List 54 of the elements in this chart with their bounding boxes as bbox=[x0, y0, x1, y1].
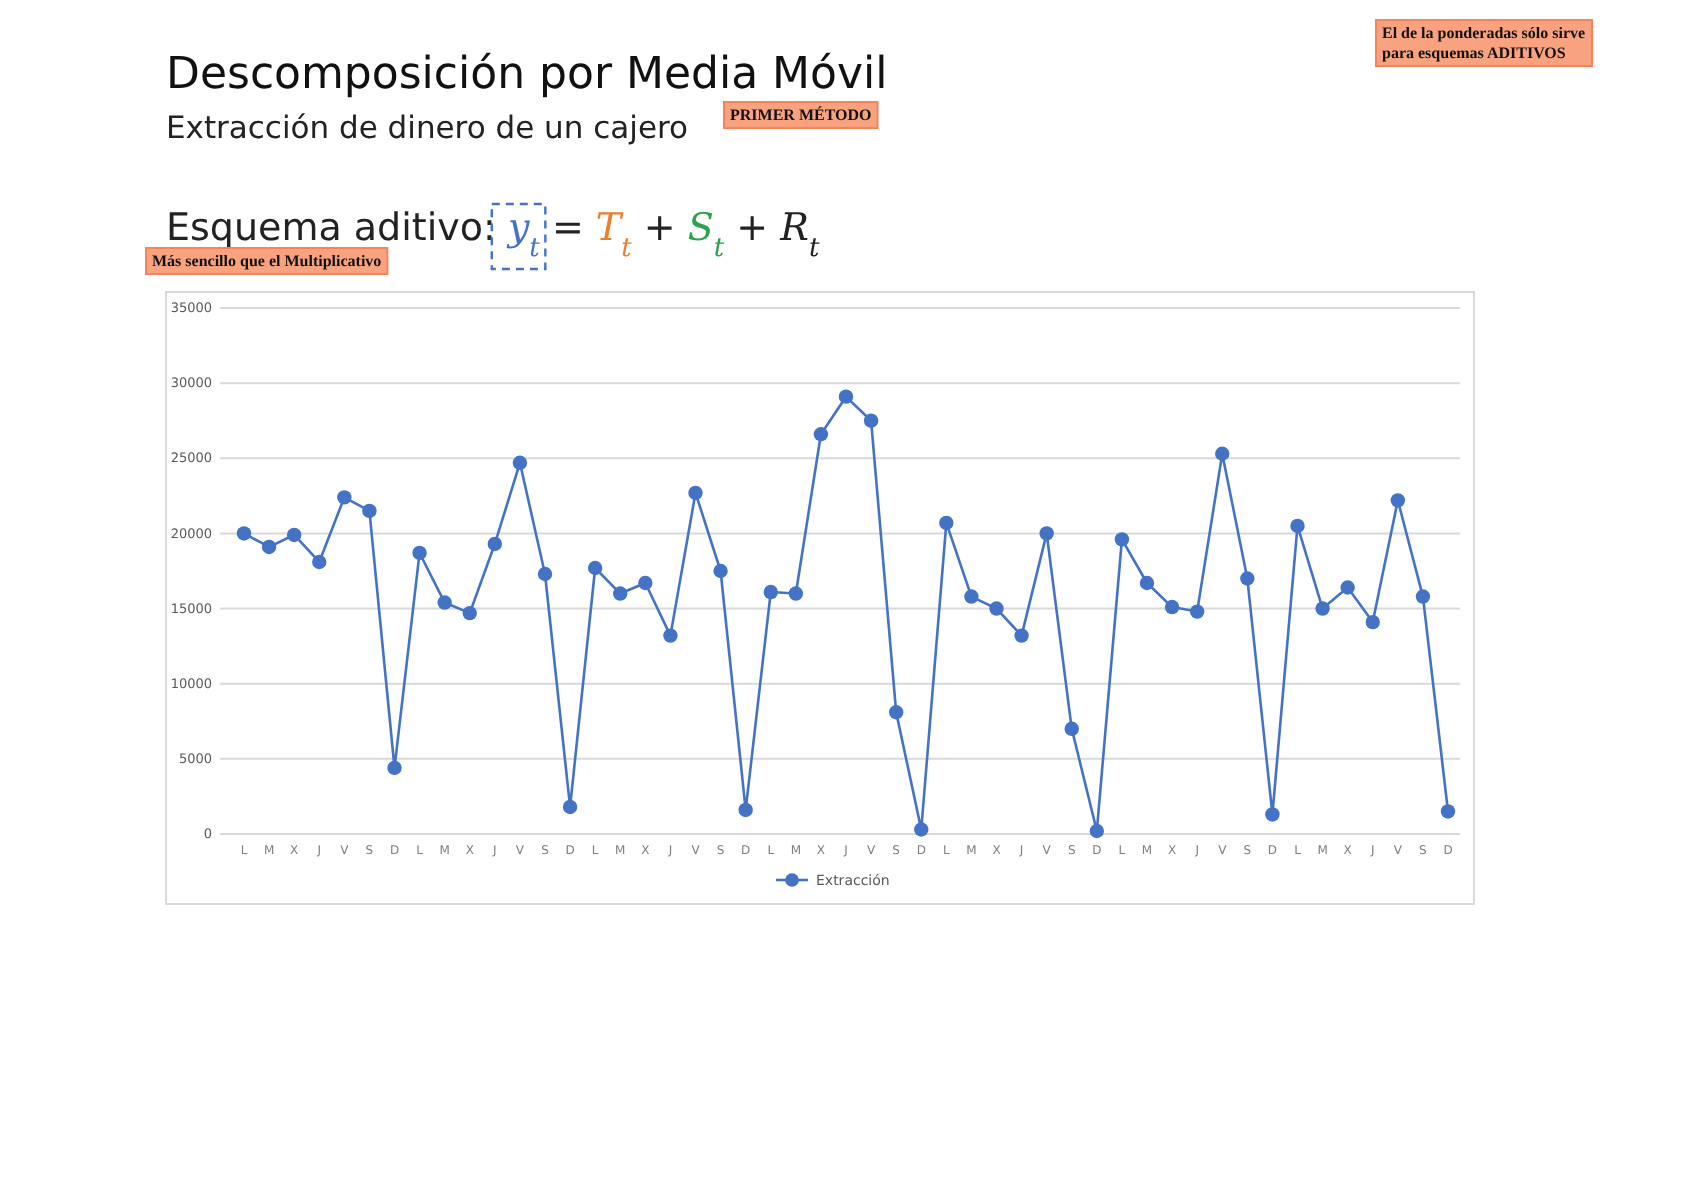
point bbox=[763, 584, 778, 600]
point bbox=[462, 605, 477, 621]
chart-title: Descomposición por Media Móvil bbox=[166, 50, 888, 100]
point bbox=[989, 601, 1004, 616]
point bbox=[512, 455, 528, 470]
point bbox=[261, 539, 277, 555]
point bbox=[1415, 589, 1431, 604]
point bbox=[888, 705, 904, 720]
point bbox=[1390, 493, 1406, 508]
point bbox=[1089, 823, 1105, 839]
point bbox=[537, 566, 553, 582]
point bbox=[1164, 599, 1180, 615]
point bbox=[1265, 807, 1280, 822]
point bbox=[1064, 721, 1079, 736]
point bbox=[613, 586, 628, 601]
point bbox=[964, 589, 979, 604]
chart-subtitle: Extracción de dinero de un cajero bbox=[166, 110, 689, 146]
point bbox=[1315, 601, 1330, 616]
point bbox=[939, 515, 954, 531]
point bbox=[788, 586, 804, 601]
point bbox=[487, 536, 503, 552]
point bbox=[1440, 804, 1456, 819]
point bbox=[587, 560, 603, 576]
point bbox=[286, 527, 302, 543]
point bbox=[387, 760, 402, 776]
point bbox=[688, 485, 703, 501]
point bbox=[663, 628, 678, 643]
point bbox=[813, 427, 829, 442]
point bbox=[312, 554, 327, 570]
point bbox=[1240, 571, 1255, 586]
point bbox=[236, 526, 252, 541]
point bbox=[437, 595, 452, 610]
point bbox=[1290, 518, 1305, 534]
text: El de la ponderadas sólo sirve para esquemas ADITIVOS bbox=[1382, 24, 1587, 62]
text: PRIMER MÉTODO bbox=[730, 106, 872, 124]
point bbox=[838, 389, 854, 404]
point bbox=[738, 802, 753, 818]
text: Más sencillo que el Multiplicativo bbox=[152, 252, 382, 270]
point bbox=[412, 545, 427, 561]
point bbox=[1114, 532, 1130, 547]
point bbox=[638, 575, 653, 591]
point bbox=[1039, 526, 1054, 541]
point bbox=[1215, 446, 1230, 461]
point bbox=[337, 490, 352, 505]
point bbox=[1365, 614, 1380, 630]
point bbox=[562, 799, 578, 815]
point bbox=[914, 822, 929, 837]
point bbox=[362, 503, 377, 519]
point bbox=[1189, 604, 1205, 619]
point bbox=[713, 563, 728, 579]
point bbox=[863, 413, 879, 428]
point bbox=[1139, 575, 1155, 591]
point bbox=[1014, 628, 1029, 643]
point bbox=[1340, 580, 1355, 595]
